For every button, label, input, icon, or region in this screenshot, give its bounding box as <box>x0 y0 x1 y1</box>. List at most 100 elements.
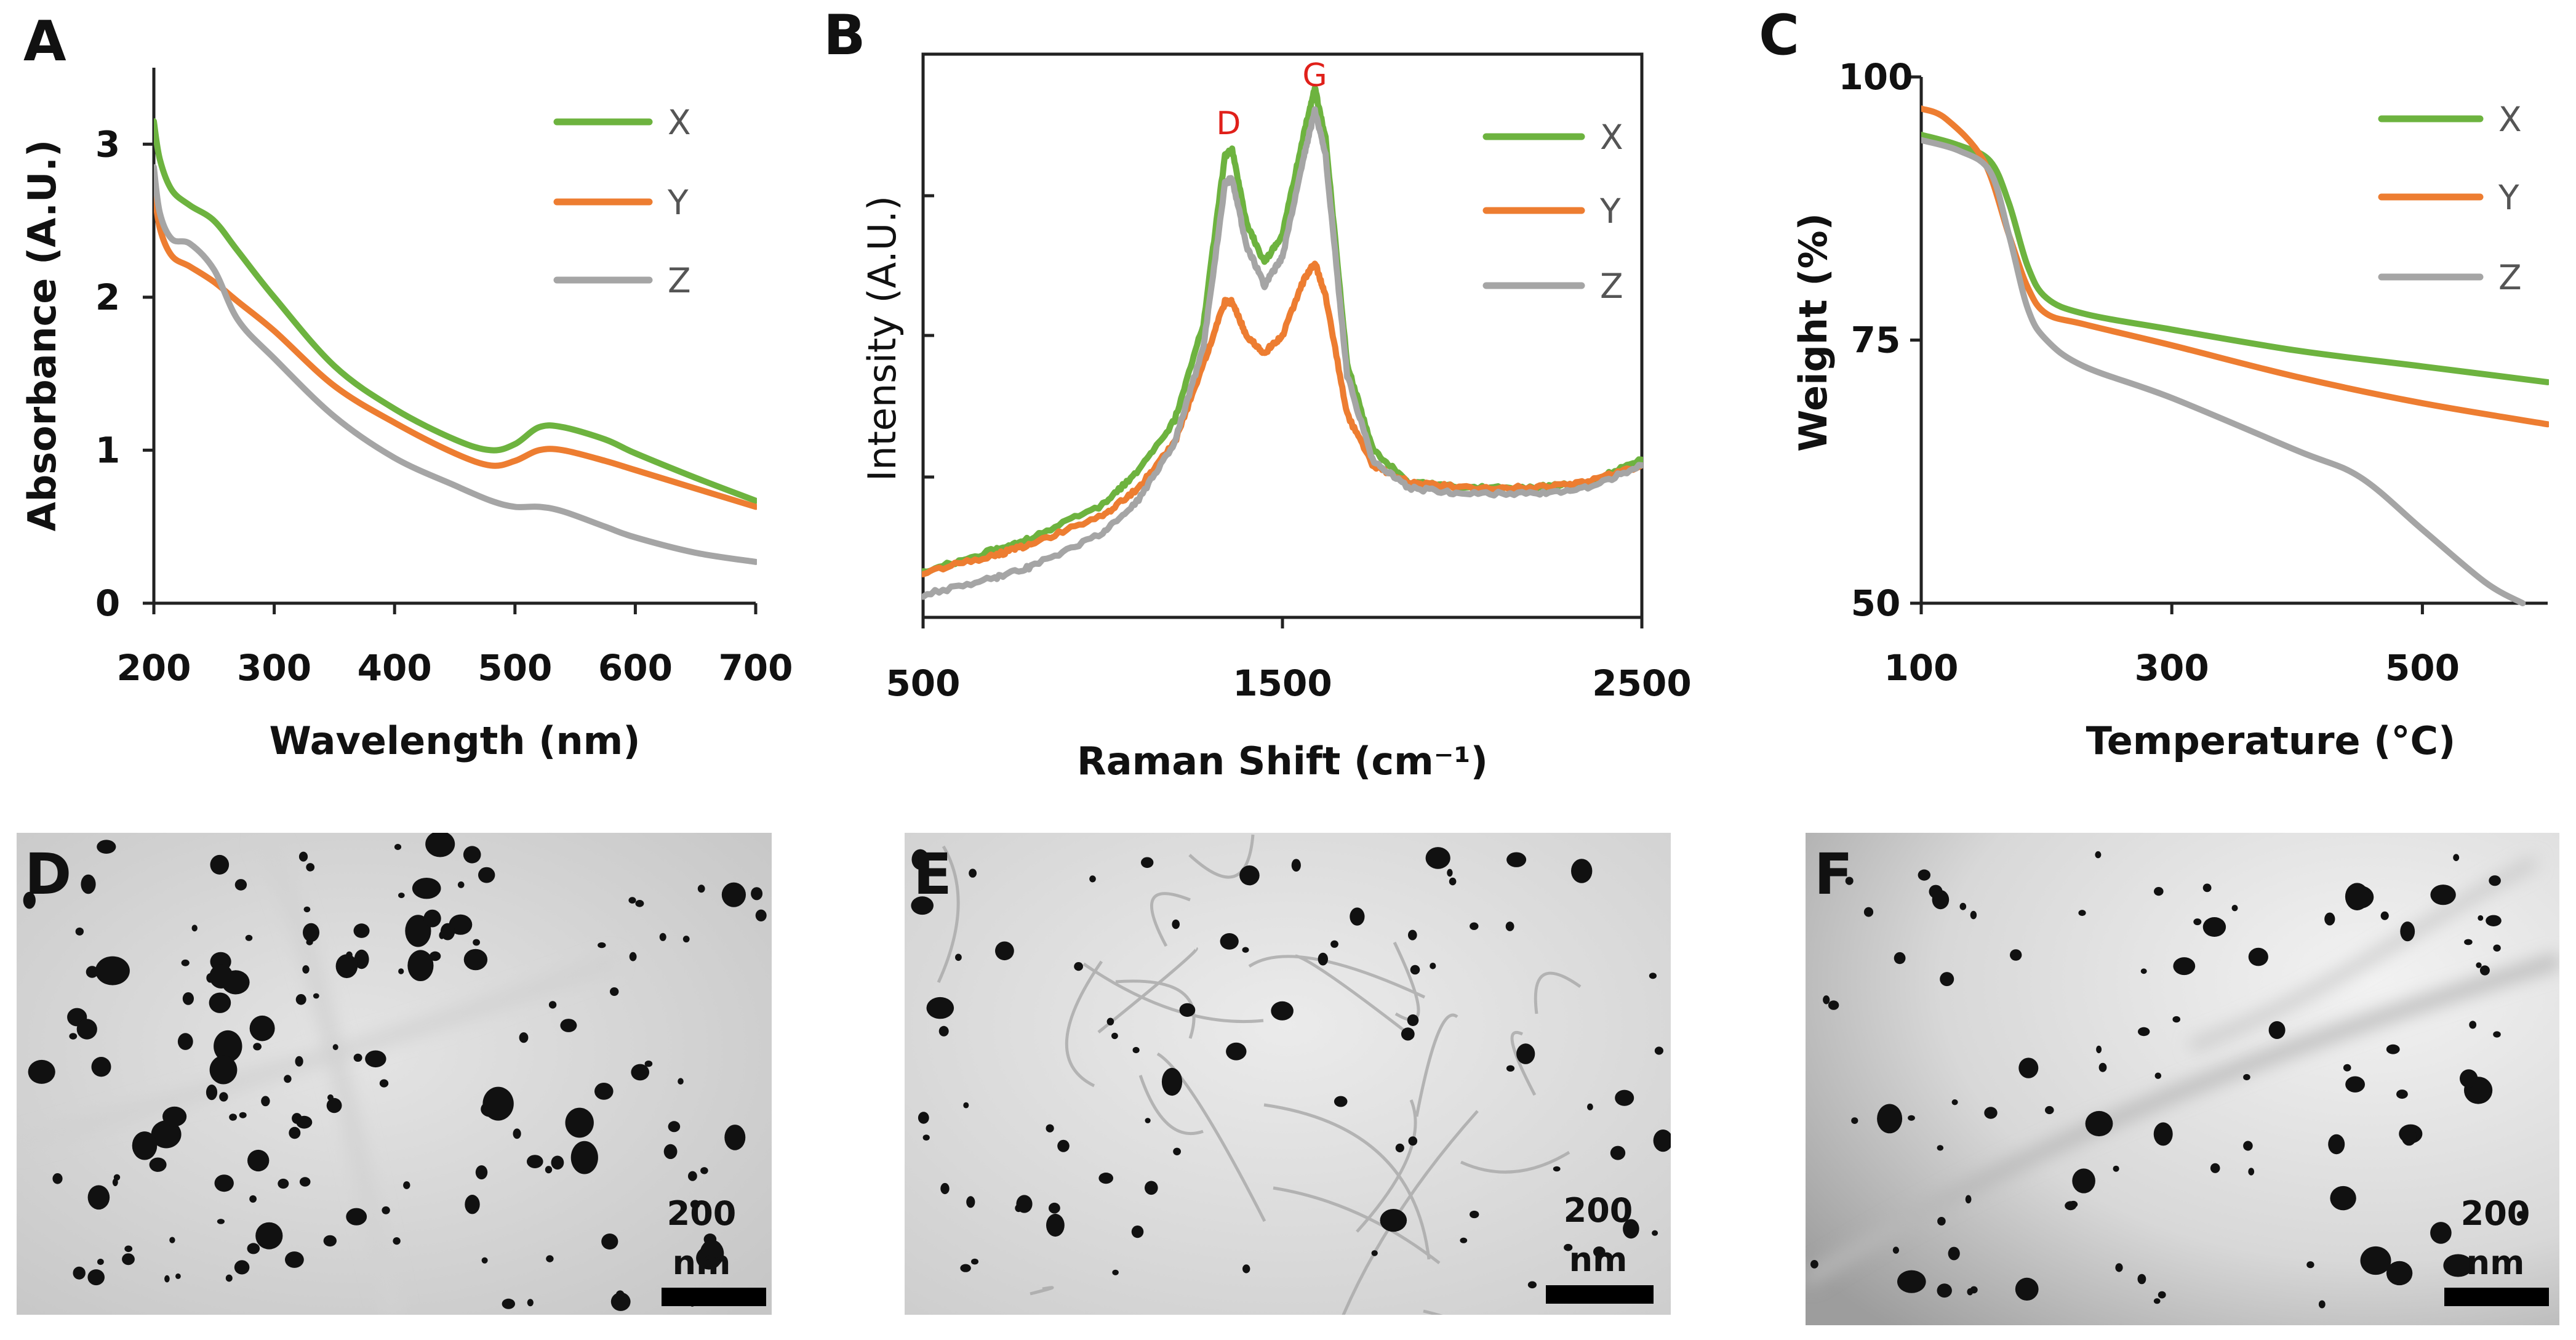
tem-e-wrinkle <box>1082 962 1264 1024</box>
tem-d-particle <box>306 863 315 872</box>
tem-d-particle <box>405 915 431 947</box>
tem-d-particle <box>69 1033 78 1040</box>
tem-e-particle <box>1371 1250 1378 1256</box>
tem-f-particle <box>1967 1288 1974 1296</box>
tem-d-particle <box>75 927 84 936</box>
tem-d-particle <box>631 1064 649 1081</box>
tem-d-particle <box>721 882 746 907</box>
chart-a-x-tick-label: 200 <box>116 647 191 689</box>
tem-e-particle <box>1291 859 1301 872</box>
tem-f-particle <box>2154 1072 2162 1079</box>
chart-c-x-tick-label: 500 <box>2385 647 2460 689</box>
tem-d-particle <box>697 885 705 893</box>
tem-f-particle <box>2173 957 2196 976</box>
tem-f-particle <box>2400 921 2415 942</box>
tem-f-particle <box>2345 883 2369 910</box>
tem-e-particle <box>1226 1042 1247 1061</box>
tem-d-particle <box>214 1030 242 1062</box>
tem-f-particle <box>2328 1134 2345 1155</box>
tem-e-background <box>905 833 1671 1315</box>
tem-d-particle <box>112 1178 118 1187</box>
tem-d-particle <box>151 1120 182 1149</box>
tem-e-particle <box>1132 1046 1140 1054</box>
chart-a-y-tick-label: 2 <box>95 276 120 318</box>
tem-e-particle <box>940 1182 950 1195</box>
chart-a-x-tick-label: 700 <box>718 647 793 689</box>
chart-a-x-tick-label: 300 <box>237 647 311 689</box>
tem-d-particle <box>97 1258 104 1266</box>
tem-d-particle <box>255 1222 283 1250</box>
tem-d-particle <box>690 1200 700 1209</box>
tem-f-particle <box>2010 949 2022 961</box>
tem-f-scale-value: 200 <box>2461 1194 2530 1233</box>
tem-e-wrinkle <box>1030 1286 1054 1296</box>
chart-a-legend-label-x: X <box>668 103 691 142</box>
tem-f-particle <box>2172 1016 2180 1023</box>
tem-d-particle <box>181 959 190 966</box>
tem-d-particle <box>423 909 441 928</box>
tem-f-particle <box>2243 1073 2250 1081</box>
tem-e-wrinkle <box>1156 1052 1266 1222</box>
tem-d-particle <box>122 1253 135 1266</box>
tem-d-particle <box>73 1266 86 1280</box>
tem-d-particle <box>175 1273 181 1279</box>
tem-f-particle <box>2078 910 2086 917</box>
tem-e-particle <box>1395 1143 1404 1153</box>
tem-e-particle <box>971 1258 978 1265</box>
tem-d-particle <box>560 1019 577 1032</box>
tem-d-particle <box>285 1251 304 1268</box>
tem-d-particle <box>162 1106 187 1127</box>
tem-f-particle <box>2202 883 2212 893</box>
chart-a: 0 1 2 3 200 300 400 500 600 700 X YZ Wavelength (… <box>20 68 793 763</box>
tem-e-particle <box>1587 1103 1593 1110</box>
tem-e-particle <box>1408 929 1417 941</box>
tem-f-particle <box>2154 887 2164 896</box>
tem-e-particle <box>918 1112 929 1124</box>
tem-f-particle <box>2380 911 2389 920</box>
tem-f-particle <box>2386 1044 2400 1054</box>
tem-d-particle <box>610 1292 631 1311</box>
tem-f-particle <box>2193 918 2202 926</box>
tem-e-particle <box>1470 922 1479 930</box>
tem-d-particle <box>565 1107 594 1138</box>
tem-d-particle <box>335 954 358 979</box>
tem-f-particle <box>2430 885 2456 905</box>
tem-d-particle <box>81 874 96 894</box>
tem-e-particle <box>1654 1046 1663 1055</box>
tem-e-particle <box>969 869 977 878</box>
tem-f-particle <box>2113 1165 2119 1172</box>
tem-d-particle <box>688 1171 697 1181</box>
chart-c-x-label: Temperature (°C) <box>2086 718 2456 763</box>
tem-d-particle <box>644 1061 653 1067</box>
tem-e-wrinkle <box>1534 971 1582 1014</box>
tem-f-particle <box>2137 1274 2146 1285</box>
tem-e-wrinkle <box>1510 1030 1537 1096</box>
tem-e-particle <box>1564 1243 1573 1251</box>
tem-f-particle <box>1823 995 1830 1005</box>
tem-d-particle <box>289 1126 301 1139</box>
tem-f-particle <box>2453 854 2460 861</box>
tem-e-wrinkle <box>1460 1150 1570 1174</box>
tem-e-particle <box>926 997 954 1019</box>
tem-e-particle <box>1506 1065 1515 1072</box>
tem-d-particle <box>465 1195 480 1214</box>
tem-e-particle <box>955 953 962 961</box>
tem-f-particle <box>2268 1021 2286 1039</box>
chart-b-y-label: Intensity (A.U.) <box>860 196 905 481</box>
chart-a-series-y-line <box>154 183 757 510</box>
tem-e-particle <box>1516 1043 1535 1064</box>
tem-d-particle <box>353 1053 362 1062</box>
tem-e-wrinkle <box>1138 1075 1204 1136</box>
tem-d-fold <box>257 833 402 1315</box>
tem-e-particle <box>1407 1014 1419 1026</box>
tem-e-particle <box>1350 907 1365 926</box>
tem-e-particle <box>1653 1129 1671 1152</box>
chart-c-series-x-line <box>1921 132 2549 385</box>
tem-e-wrinkle <box>1263 1103 1431 1260</box>
tem-d-particle <box>23 891 36 909</box>
tem-e-particle <box>1430 963 1436 969</box>
tem-d-particle <box>332 1044 338 1051</box>
tem-f-particle <box>1951 1099 1958 1105</box>
tem-d-particle <box>394 844 402 850</box>
tem-d-particle <box>354 949 369 969</box>
